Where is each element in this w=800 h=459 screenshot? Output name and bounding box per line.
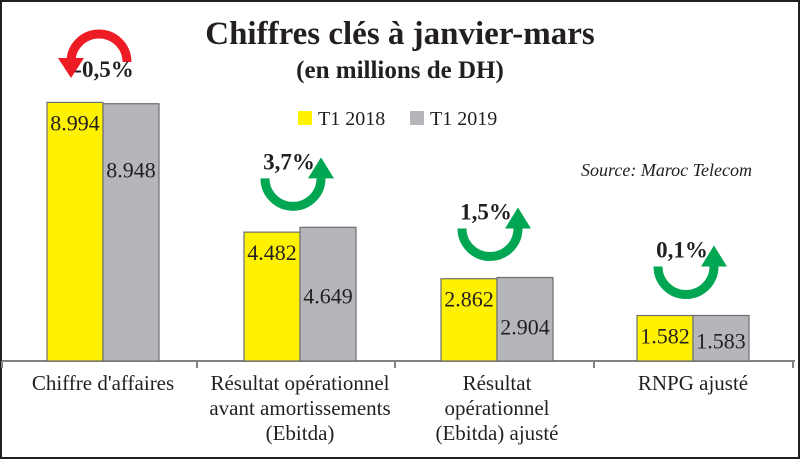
data-label: 4.649 (303, 283, 353, 308)
arrowhead-icon (505, 207, 531, 229)
change-indicator: 3,7% (260, 149, 334, 211)
change-label: 1,5% (460, 200, 512, 225)
category-label: opérationnel (445, 396, 550, 420)
category-label: avant amortissements (209, 396, 390, 420)
legend: T1 2018 T1 2019 (298, 108, 497, 130)
bar-2019 (496, 276, 554, 362)
arrowhead-icon (308, 157, 334, 179)
category-label: Chiffre d'affaires (32, 371, 174, 395)
up-arrow-icon (260, 178, 326, 211)
data-label: 1.583 (696, 328, 746, 353)
data-label: 8.948 (106, 158, 156, 183)
data-label: 4.482 (247, 240, 297, 265)
up-arrow-icon (457, 228, 523, 261)
change-indicator: 0,1% (653, 237, 727, 299)
source-note: Source: Maroc Telecom (581, 160, 752, 180)
data-label: 8.994 (50, 110, 100, 135)
category-label: (Ebitda) ajusté (435, 421, 558, 445)
chart-title: Chiffres clés à janvier-mars (205, 16, 595, 52)
arrowhead-icon (701, 245, 727, 267)
legend-swatch-2019 (410, 111, 424, 125)
legend-swatch-2018 (298, 111, 312, 125)
data-label: 1.582 (640, 324, 690, 349)
bar-2018 (46, 101, 104, 362)
category-label: (Ebitda) (266, 421, 335, 445)
bar-2019 (692, 314, 750, 362)
category-label: RNPG ajusté (638, 371, 748, 395)
data-label: 2.904 (500, 315, 550, 340)
category-label: Résultat opérationnel (210, 371, 389, 395)
legend-label-2018: T1 2018 (318, 108, 385, 130)
category-label: Résultat (463, 371, 532, 395)
legend-label-2019: T1 2019 (430, 108, 497, 130)
change-label: 0,1% (656, 237, 708, 262)
change-indicator: -0,5% (58, 29, 134, 82)
data-label: 2.862 (444, 287, 494, 312)
bar-2019 (299, 226, 357, 362)
arrowhead-icon (58, 58, 84, 78)
bar-2019 (102, 103, 160, 362)
down-arrow-icon (66, 29, 132, 63)
change-label: 3,7% (263, 149, 315, 174)
change-indicator: 1,5% (457, 200, 531, 261)
up-arrow-icon (653, 266, 719, 299)
change-label: -0,5% (74, 57, 133, 82)
bar-2018 (440, 278, 498, 362)
chart-subtitle: (en millions de DH) (296, 57, 504, 84)
bar-2018 (243, 231, 301, 362)
